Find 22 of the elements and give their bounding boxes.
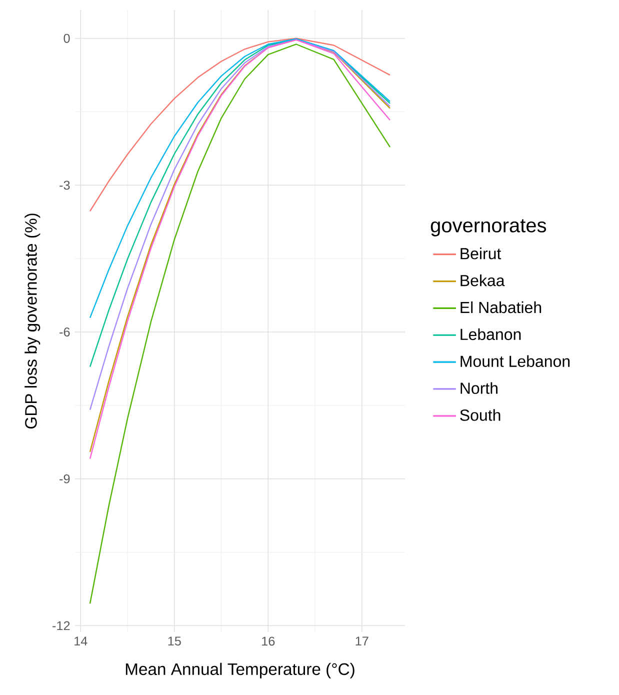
x-tick-label: 17 xyxy=(356,636,368,646)
legend-label: El Nabatieh xyxy=(460,301,542,314)
y-tick-label: -12 xyxy=(52,621,70,630)
legend-label: Beirut xyxy=(460,248,502,260)
legend-label: Bekaa xyxy=(460,274,505,286)
x-axis-title: Mean Annual Temperature (°C) xyxy=(126,662,354,678)
legend-title: governorates xyxy=(430,219,546,236)
y-tick-label: -9 xyxy=(60,474,70,484)
line-series xyxy=(89,38,391,318)
y-tick-label: -6 xyxy=(60,328,70,336)
line-series xyxy=(89,38,391,212)
line-series xyxy=(89,44,391,604)
y-axis-title: GDP loss by governorate (%) xyxy=(24,214,40,429)
legend-label: Lebanon xyxy=(460,328,521,340)
legend-label: South xyxy=(460,409,500,421)
x-tick-label: 15 xyxy=(168,636,181,646)
y-tick-label: -3 xyxy=(60,180,70,190)
x-tick-label: 14 xyxy=(74,636,88,646)
legend-label: North xyxy=(460,382,498,394)
y-tick-label: 0 xyxy=(64,34,70,43)
legend-label: Mount Lebanon xyxy=(460,355,570,367)
x-tick-label: 16 xyxy=(262,636,275,646)
